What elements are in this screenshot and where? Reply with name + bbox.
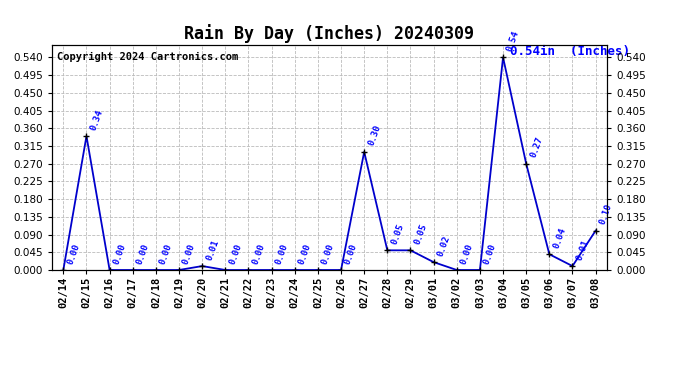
Text: 0.00: 0.00 bbox=[66, 242, 81, 265]
Text: 0.34: 0.34 bbox=[89, 108, 105, 131]
Text: 0.00: 0.00 bbox=[459, 242, 475, 265]
Text: Copyright 2024 Cartronics.com: Copyright 2024 Cartronics.com bbox=[57, 52, 239, 62]
Text: 0.00: 0.00 bbox=[320, 242, 336, 265]
Title: Rain By Day (Inches) 20240309: Rain By Day (Inches) 20240309 bbox=[184, 24, 475, 44]
Text: 0.00: 0.00 bbox=[181, 242, 197, 265]
Text: 0.05: 0.05 bbox=[413, 222, 428, 246]
Text: 0.00: 0.00 bbox=[112, 242, 128, 265]
Text: 0.27: 0.27 bbox=[529, 136, 544, 159]
Text: 0.00: 0.00 bbox=[482, 242, 498, 265]
Text: 0.54: 0.54 bbox=[505, 29, 521, 52]
Text: 0.01: 0.01 bbox=[575, 238, 591, 261]
Text: 0.00: 0.00 bbox=[135, 242, 151, 265]
Text: 0.30: 0.30 bbox=[366, 124, 382, 147]
Text: 0.00: 0.00 bbox=[158, 242, 174, 265]
Text: 0.04: 0.04 bbox=[552, 226, 567, 249]
Text: 0.05: 0.05 bbox=[390, 222, 406, 246]
Text: 0.00: 0.00 bbox=[250, 242, 266, 265]
Text: 0.10: 0.10 bbox=[598, 202, 613, 226]
Text: 0.01: 0.01 bbox=[204, 238, 220, 261]
Text: 0.00: 0.00 bbox=[344, 242, 359, 265]
Text: 0.00: 0.00 bbox=[274, 242, 290, 265]
Text: 0.00: 0.00 bbox=[297, 242, 313, 265]
Text: 0.00: 0.00 bbox=[228, 242, 244, 265]
Text: 0.02: 0.02 bbox=[436, 234, 452, 257]
Text: 0.54in  (Inches): 0.54in (Inches) bbox=[510, 45, 630, 58]
